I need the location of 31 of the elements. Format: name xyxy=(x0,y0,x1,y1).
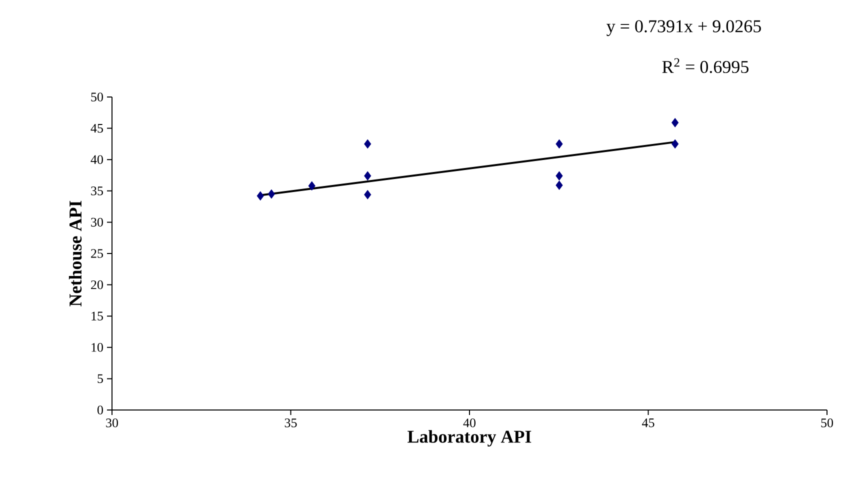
y-tick-label: 20 xyxy=(91,280,103,290)
y-tick-label: 5 xyxy=(98,374,103,384)
point xyxy=(308,181,316,191)
point xyxy=(364,171,372,181)
y-tick-label: 30 xyxy=(91,218,103,227)
y-tick-label: 10 xyxy=(92,343,103,352)
point xyxy=(556,180,563,190)
x-tick-label: 30 xyxy=(106,418,118,428)
x-tick-label: 35 xyxy=(284,418,297,428)
point xyxy=(268,189,276,199)
point xyxy=(256,191,264,201)
text: R$^{2}$ = 0.6995 xyxy=(662,58,748,74)
x-tick-label: 40 xyxy=(463,418,476,428)
y-tick-label: 15 xyxy=(92,312,103,320)
y-tick-label: 45 xyxy=(90,124,103,133)
point xyxy=(364,139,372,149)
point xyxy=(672,118,679,128)
x-axis-title: Laboratory API xyxy=(408,430,532,447)
text: y = 0.7391x + 9.0265 xyxy=(606,20,761,36)
y-axis-title: Nethouse API xyxy=(68,200,82,306)
point xyxy=(672,139,679,149)
x-tick-label: 45 xyxy=(642,418,654,428)
point xyxy=(556,171,563,181)
y-tick-label: 0 xyxy=(97,406,103,414)
y-tick-label: 40 xyxy=(90,155,103,164)
point xyxy=(364,190,372,200)
y-tick-label: 35 xyxy=(91,186,103,196)
y-tick-label: 25 xyxy=(91,249,103,258)
point xyxy=(556,139,563,149)
y-tick-label: 50 xyxy=(91,92,103,102)
x-tick-label: 50 xyxy=(821,418,834,428)
